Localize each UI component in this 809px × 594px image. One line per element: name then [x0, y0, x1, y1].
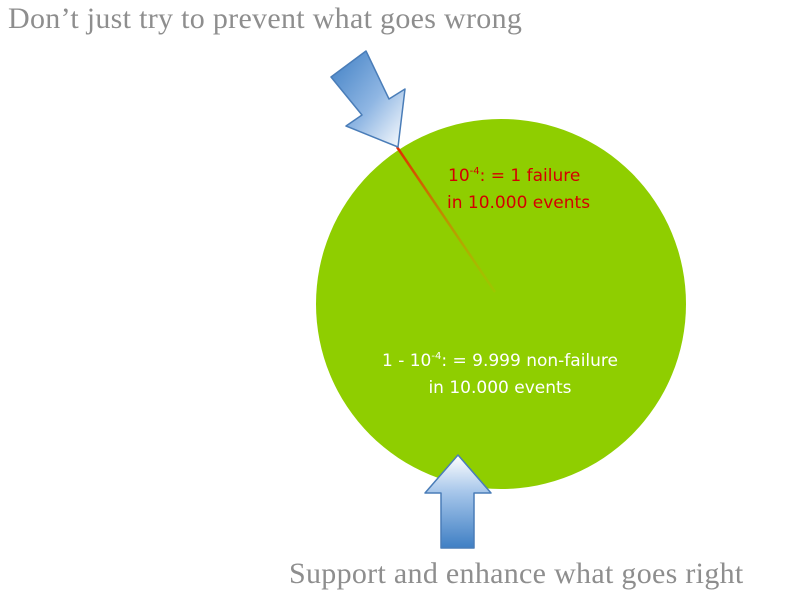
- failure-label-base: 10: [448, 166, 470, 186]
- failure-label-exponent: -4: [470, 166, 480, 177]
- failure-label-rest: : = 1 failure: [480, 166, 581, 186]
- failure-label-line1: 10-4: = 1 failure: [448, 166, 580, 186]
- arrow-down-right-icon: [330, 50, 406, 148]
- success-label-base: 1 - 10: [382, 351, 431, 371]
- failure-label-line2: in 10.000 events: [447, 193, 590, 213]
- failure-wedge: [395, 146, 497, 293]
- success-label-rest: : = 9.999 non-failure: [441, 351, 618, 371]
- success-label-exponent: -4: [431, 351, 441, 362]
- success-label-line2: in 10.000 events: [428, 378, 571, 398]
- success-circle: [316, 119, 686, 489]
- bottom-headline: Support and enhance what goes right: [289, 557, 744, 590]
- top-headline: Don’t just try to prevent what goes wron…: [8, 2, 523, 35]
- arrow-up-icon: [424, 454, 492, 549]
- success-label-line1: 1 - 10-4: = 9.999 non-failure: [382, 351, 618, 371]
